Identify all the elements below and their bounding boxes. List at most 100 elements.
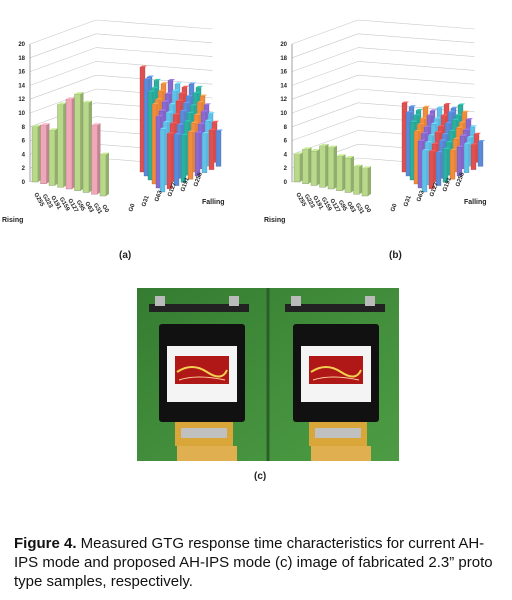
falling-tick-label: G63 (416, 189, 426, 202)
grid-line (357, 33, 475, 44)
grid-line (291, 74, 359, 100)
grid-line (95, 19, 213, 30)
rising-bar (31, 126, 39, 183)
falling-bar-top (148, 90, 155, 92)
falling-bar (449, 150, 456, 180)
falling-bar-top (427, 114, 434, 116)
z-tick-label: 18 (280, 56, 287, 62)
rising-bar-side (55, 128, 58, 186)
z-tick-label: 12 (18, 97, 25, 103)
falling-bar-top (212, 120, 219, 123)
falling-bar (215, 130, 222, 167)
falling-bar-top (414, 130, 421, 132)
falling-bar-top (438, 125, 445, 127)
rising-bar-side (334, 145, 337, 189)
falling-bar (187, 131, 194, 180)
falling-bar-top (200, 94, 207, 97)
falling-bar-top (144, 78, 151, 80)
z-tick-label: 14 (18, 83, 25, 89)
falling-bar-top (464, 142, 471, 144)
falling-tick-label: G0 (128, 202, 137, 212)
falling-bar-top (196, 85, 203, 88)
falling-bar-top (462, 110, 469, 113)
rising-bar (99, 154, 107, 197)
sample-left (149, 296, 249, 461)
falling-bar-top (416, 108, 423, 111)
rising-bar (82, 102, 90, 193)
rising-bar-side (308, 147, 312, 184)
falling-bar-top (170, 122, 177, 124)
rising-bar-side (80, 92, 84, 191)
rising-tick-label: G0 (100, 204, 110, 215)
falling-tick-label: G191 (442, 176, 453, 192)
falling-tick-label: G255 (455, 171, 466, 187)
z-tick-label: 14 (280, 83, 287, 89)
falling-bar-top (155, 98, 162, 100)
rising-bar (91, 125, 98, 195)
falling-axis-title: Falling (464, 199, 487, 206)
falling-bar-top (202, 131, 209, 134)
caption-figure-number: Figure 4. (14, 535, 77, 552)
z-tick-label: 18 (18, 56, 25, 62)
grid-line (291, 88, 359, 114)
falling-bar-top (418, 139, 425, 142)
falling-bar-top (204, 103, 211, 105)
falling-bar-top (175, 82, 182, 84)
falling-bar-top (208, 112, 215, 114)
rising-tick-label: G31 (354, 203, 365, 216)
falling-bar-top (174, 132, 181, 135)
falling-bar (173, 134, 180, 186)
rising-bar-side (325, 143, 329, 188)
falling-bar-top (417, 123, 424, 125)
falling-bar-top (188, 130, 195, 133)
grid-line (291, 102, 359, 128)
falling-bar-top (437, 106, 444, 108)
falling-bar-top (467, 135, 474, 138)
rising-bar (336, 156, 343, 191)
falling-bar-top (456, 126, 463, 129)
grid-line (29, 33, 97, 59)
rising-bar (302, 149, 309, 184)
falling-bar-top (431, 122, 438, 125)
falling-bar-top (406, 111, 413, 113)
falling-bar-top (201, 110, 208, 112)
falling-bar-top (478, 140, 485, 142)
falling-bar-top (183, 101, 190, 104)
falling-bar-top (453, 137, 460, 140)
rising-axis-title: Rising (2, 217, 23, 224)
falling-bar-top (152, 102, 159, 105)
falling-bar-top (160, 127, 167, 130)
grid-line (291, 33, 359, 59)
grid-line (29, 61, 97, 86)
falling-bar (159, 128, 166, 193)
falling-bar-top (420, 117, 427, 119)
chart-a-3d-bar: 02468101214161820G255G223G191G159G127G95… (2, 19, 225, 224)
rising-axis-title: Rising (264, 217, 285, 224)
falling-bar-top (470, 125, 477, 127)
falling-bar-top (448, 110, 455, 113)
z-tick-label: 0 (22, 180, 26, 186)
rising-bar-side (106, 152, 109, 196)
falling-bar-top (191, 121, 198, 123)
falling-bar-top (422, 149, 429, 151)
panel-label-c: (c) (254, 471, 267, 482)
falling-tick-label: G127 (429, 181, 440, 197)
falling-tick-label: G127 (167, 181, 178, 197)
grid-line (29, 74, 97, 100)
falling-bar-top (457, 145, 464, 148)
falling-tick-label: G255 (193, 171, 204, 187)
falling-bar-top (193, 91, 200, 94)
grid-line (357, 61, 475, 71)
rising-bar (293, 154, 301, 183)
falling-bar-top (156, 115, 163, 117)
falling-bar-top (449, 129, 456, 132)
rising-bar (310, 150, 318, 186)
falling-bar-top (184, 120, 191, 122)
falling-bar-top (451, 106, 458, 109)
falling-bar-top (428, 134, 435, 136)
falling-bar-top (436, 150, 443, 153)
z-tick-label: 2 (22, 166, 26, 172)
falling-bar-top (441, 114, 448, 116)
rising-bar-side (368, 166, 371, 196)
falling-bar-top (195, 131, 202, 133)
